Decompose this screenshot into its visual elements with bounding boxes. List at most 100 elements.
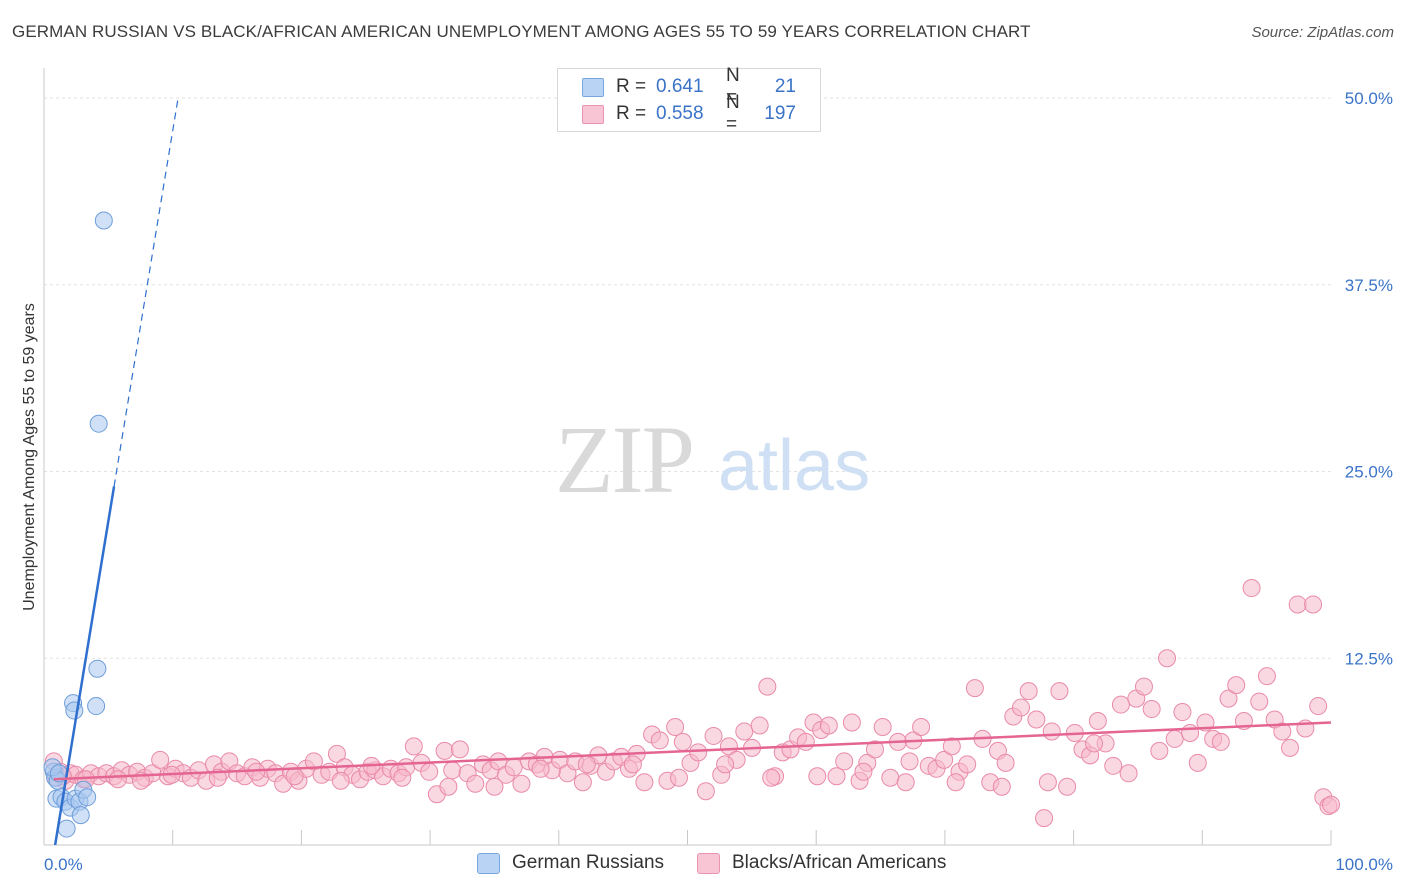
watermark-atlas: atlas [718,426,870,506]
black-african-american-point [485,777,504,796]
legend-swatch-german-russians [582,77,604,97]
legend-n-label: N = [726,92,740,135]
german-russians-point [57,819,76,838]
black-african-american-point [819,716,838,735]
legend-r-value: 0.641 [656,76,704,97]
chart-source: Source: ZipAtlas.com [1251,24,1394,41]
black-african-american-point [1288,595,1307,614]
black-african-american-point [716,755,735,774]
chart-title: GERMAN RUSSIAN VS BLACK/AFRICAN AMERICAN… [12,22,1031,41]
black-african-american-point [304,752,323,771]
x-tick-label-min: 0.0% [44,855,83,874]
legend-row-german-russians: R = 0.641 N = 21 [582,65,796,108]
black-african-american-point [1281,738,1300,757]
black-african-american-point [750,716,769,735]
black-african-american-point [443,761,462,780]
black-african-american-point [573,773,592,792]
black-african-american-point [669,768,688,787]
black-african-american-point [1150,741,1169,760]
german-russians-point [87,697,106,716]
y-tick-label: 50.0% [1345,89,1393,108]
black-african-american-point [704,726,723,745]
black-african-american-point [1142,700,1161,719]
black-african-american-point [1227,676,1246,695]
black-african-american-point [1134,677,1153,696]
black-african-american-point [873,717,892,736]
german-russians-point [94,211,113,230]
black-african-american-point [762,768,781,787]
black-african-american-point [965,679,984,698]
black-african-american-point [942,737,961,756]
black-african-american-trend-line [53,721,1332,781]
black-african-american-point [1058,777,1077,796]
black-african-american-point [489,752,508,771]
black-african-american-point [1188,753,1207,772]
black-african-american-point [247,762,266,781]
black-african-american-point [1019,682,1038,701]
legend-n-value: 21 [774,76,796,97]
german-russians-trend-extension [113,97,179,487]
legend-swatch-blacks-african-americans [582,104,604,124]
legend-r-value: 0.558 [656,103,704,124]
data-points [43,211,1340,838]
legend-n-value: 197 [764,103,796,124]
black-african-american-point [1304,595,1323,614]
series-legend-label: German Russians [512,852,665,873]
black-african-american-point [696,782,715,801]
black-african-american-point [285,767,304,786]
black-african-american-point [512,774,531,793]
watermark-zip: ZIP [555,406,693,513]
black-african-american-point [854,762,873,781]
series-legend-label: Blacks/African Americans [732,852,947,873]
german-russians-point [88,659,107,678]
black-african-american-point [673,732,692,751]
legend-r-label: R = [616,103,647,124]
black-african-american-point [1011,698,1030,717]
black-african-american-point [1273,722,1292,741]
black-african-american-point [1250,692,1269,711]
black-african-american-point [992,777,1011,796]
black-african-american-point [1042,722,1061,741]
black-african-american-point [912,717,931,736]
black-african-american-point [208,768,227,787]
black-african-american-point [466,774,485,793]
black-african-american-point [327,744,346,763]
black-african-american-point [835,752,854,771]
black-african-american-point [1085,734,1104,753]
black-african-american-point [896,773,915,792]
black-african-american-point [1322,795,1340,814]
german-russians-point [78,788,97,807]
black-african-american-point [1165,729,1184,748]
legend-n-label: N = [726,65,740,108]
black-african-american-point [450,740,469,759]
watermark: ZIP atlas [555,406,870,513]
series-legend-german-russians[interactable]: German Russians [477,852,664,874]
black-african-american-point [1158,649,1177,668]
legend-r-label: R = [616,76,647,97]
series-legend-blacks-african-americans[interactable]: Blacks/African Americans [697,852,946,874]
black-african-american-point [1242,579,1261,598]
y-tick-label: 37.5% [1345,276,1393,295]
black-african-american-point [420,762,439,781]
black-african-american-point [439,777,458,796]
legend-row-blacks-african-americans: R = 0.558 N = 197 [582,92,796,135]
trend-lines [53,97,1332,846]
black-african-american-point [650,731,669,750]
black-african-american-point [151,750,170,769]
black-african-american-point [504,758,523,777]
black-african-american-point [827,767,846,786]
black-african-american-point [1309,697,1328,716]
black-african-american-point [808,767,827,786]
black-african-american-point [935,750,954,769]
german-russians-point [71,806,90,825]
black-african-american-point [1181,723,1200,742]
black-african-american-point [404,737,423,756]
black-african-american-point [1211,732,1230,751]
black-african-american-point [1219,689,1238,708]
tick-labels: 12.5% 25.0% 37.5% 50.0% 0.0% 100.0% [44,89,1393,874]
black-african-american-point [946,773,965,792]
black-african-american-point [881,768,900,787]
black-african-american-point [435,741,454,760]
black-african-american-point [758,677,777,696]
